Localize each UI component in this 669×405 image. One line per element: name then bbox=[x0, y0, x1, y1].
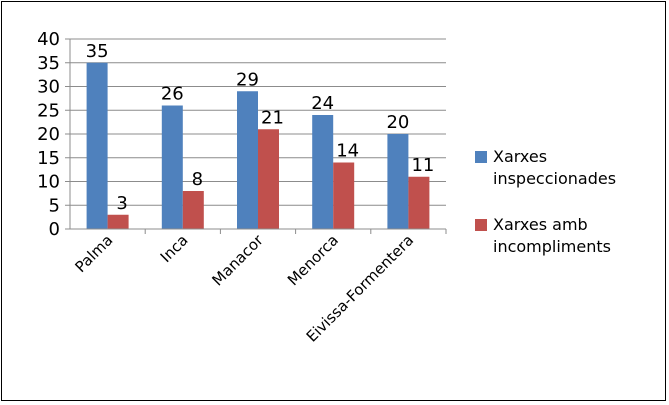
legend-swatch bbox=[475, 151, 487, 163]
bars bbox=[86, 62, 430, 229]
bar bbox=[182, 191, 204, 229]
bar bbox=[312, 115, 334, 229]
y-tick-label: 20 bbox=[37, 124, 60, 145]
legend-label: Xarxes amb incompliments bbox=[493, 215, 611, 256]
y-tick-label: 35 bbox=[37, 53, 60, 74]
data-label: 26 bbox=[161, 84, 184, 105]
data-label: 11 bbox=[411, 155, 434, 176]
data-label: 3 bbox=[116, 193, 127, 214]
x-tick-label: Menorca bbox=[284, 231, 342, 289]
bar bbox=[387, 134, 409, 229]
x-tick-label: Palma bbox=[71, 231, 116, 276]
y-tick-label: 30 bbox=[37, 77, 60, 98]
bar bbox=[258, 129, 279, 229]
data-label: 8 bbox=[192, 169, 203, 190]
data-label: 35 bbox=[86, 41, 109, 62]
bar bbox=[161, 105, 183, 229]
legend-label: Xarxes inspeccionades bbox=[493, 147, 616, 188]
data-label: 29 bbox=[236, 69, 259, 90]
y-tick-label: 10 bbox=[37, 172, 60, 193]
data-label: 20 bbox=[386, 112, 409, 133]
x-axis: Palma Inca Manacor MenorcaEivissa-Formenter… bbox=[70, 228, 447, 346]
bar bbox=[333, 162, 355, 229]
bar bbox=[107, 214, 129, 229]
y-tick-label: 25 bbox=[37, 100, 60, 121]
bar bbox=[408, 176, 430, 229]
y-tick-label: 40 bbox=[37, 29, 60, 50]
y-tick-label: 0 bbox=[49, 219, 60, 240]
legend-swatch bbox=[475, 219, 487, 231]
x-tick-label: Inca bbox=[157, 231, 192, 266]
bar bbox=[86, 62, 108, 229]
data-label: 21 bbox=[261, 107, 284, 128]
bar bbox=[237, 91, 258, 229]
y-tick-label: 5 bbox=[49, 195, 60, 216]
y-tick-label: 15 bbox=[37, 148, 60, 169]
data-label: 14 bbox=[336, 141, 359, 162]
x-tick-label: Manacor bbox=[209, 231, 268, 290]
legend: Xarxes inspeccionades Xarxes amb incomplime… bbox=[475, 147, 616, 256]
data-label: 24 bbox=[311, 93, 334, 114]
